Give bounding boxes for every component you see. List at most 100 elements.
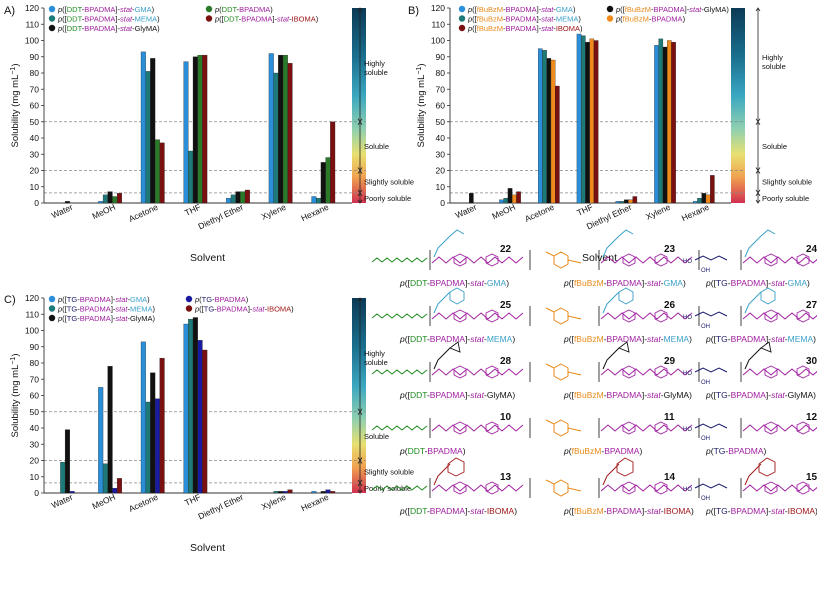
zone-label: soluble: [364, 358, 388, 367]
name-fragment: DDT: [410, 334, 427, 344]
polymer-name: p(TG-BPADMA): [705, 446, 767, 456]
name-fragment: BPADMA: [728, 446, 764, 456]
name-fragment: BPADMA: [430, 278, 466, 288]
bar: [98, 387, 104, 494]
name-fragment: BPADMA: [604, 446, 640, 456]
polymer-name: p([fBuBzM-BPADMA]-stat-GlyMA): [563, 390, 692, 400]
polymer-name: p([fBuBzM-BPADMA]-stat-IBOMA): [563, 506, 694, 516]
polymer-name: p([DDT-BPADMA]-stat-MEMA): [399, 334, 515, 344]
comonomer-sidechain: [744, 347, 762, 370]
bar: [140, 341, 146, 494]
bar: [197, 340, 203, 494]
name-fragment: MEMA: [788, 334, 814, 344]
isobornyl-ring: [447, 457, 465, 477]
name-fragment: -: [725, 446, 728, 456]
legend-marker: [458, 5, 466, 13]
bpadma-backbone: [431, 312, 524, 320]
name-fragment: IBOMA: [788, 506, 816, 516]
aryl-ring: [764, 481, 778, 495]
y-tick-label: 40: [30, 133, 40, 143]
aryl-ring: [485, 421, 499, 435]
name-fragment: fBuBzM: [574, 390, 604, 400]
compound-number: 26: [664, 300, 676, 311]
bar: [60, 461, 66, 494]
name-fragment: MEMA: [487, 334, 513, 344]
name-fragment: DDT: [408, 446, 425, 456]
name-fragment: BPADMA: [430, 334, 466, 344]
aryl-ring: [654, 309, 668, 323]
name-fragment: fBuBzM: [574, 278, 604, 288]
name-fragment: -: [785, 390, 788, 400]
bar: [159, 357, 165, 494]
bpadma-backbone: [600, 424, 693, 432]
bar: [112, 196, 118, 204]
y-tick-label: 110: [25, 19, 39, 29]
compound-number: 24: [806, 244, 817, 255]
epoxide-ring: [618, 341, 630, 353]
name-fragment: ): [689, 390, 692, 400]
zone-arrowhead: [357, 411, 363, 415]
y-tick-label: 50: [30, 407, 40, 417]
benzyl-ring: [553, 479, 569, 497]
x-tick-label: THF: [183, 202, 202, 218]
name-fragment: -: [728, 278, 731, 288]
glyceryl-chain: [760, 229, 776, 237]
bar: [140, 51, 146, 204]
bar: [145, 401, 151, 494]
y-tick-label: 80: [436, 68, 446, 78]
name-fragment: -: [484, 390, 487, 400]
y-tick-label: 10: [436, 182, 446, 192]
x-axis-label: Solvent: [582, 252, 617, 264]
bar: [116, 193, 122, 204]
bar: [188, 318, 194, 494]
zone-label: Poorly soluble: [364, 484, 411, 493]
legend-marker: [185, 295, 193, 303]
bar: [154, 139, 160, 204]
x-tick-label: MeOH: [90, 202, 116, 221]
zone-label: soluble: [762, 62, 786, 71]
bpadma-backbone: [600, 256, 693, 264]
tbutyl-bond: [545, 363, 555, 369]
aryl-ring: [796, 365, 810, 379]
name-fragment: IBOMA: [664, 506, 692, 516]
name-fragment: -: [661, 390, 664, 400]
polymer-structure-29: 29p([fBuBzM-BPADMA]-stat-GlyMA): [545, 341, 700, 400]
bpadma-backbone: [742, 312, 817, 320]
polymer-structure-10: 10 p(DDT-BPADMA): [371, 412, 531, 456]
comonomer-sidechain: [433, 291, 451, 314]
bar: [593, 40, 599, 204]
name-fragment: BPADMA: [430, 390, 466, 400]
bar: [240, 191, 246, 204]
name-fragment: GlyMA: [664, 390, 690, 400]
bar: [102, 463, 108, 494]
name-fragment: ]-: [465, 506, 470, 516]
isobornyl-ring: [616, 457, 634, 477]
aryl-ring: [453, 253, 467, 267]
bpadma-backbone: [742, 484, 817, 492]
alkyl-chain: [371, 257, 428, 263]
bar: [507, 188, 513, 204]
name-fragment: ): [689, 334, 692, 344]
bar: [589, 38, 595, 204]
comonomer-sidechain: [744, 235, 762, 258]
tbutyl-bond: [545, 419, 555, 425]
name-fragment: DDT: [410, 506, 427, 516]
name-fragment: (: [569, 446, 572, 456]
name-fragment: -: [425, 446, 428, 456]
name-fragment: -: [484, 334, 487, 344]
bar: [330, 491, 336, 494]
name-fragment: -: [484, 278, 487, 288]
y-tick-label: 90: [436, 52, 446, 62]
name-fragment: GlyMA: [487, 390, 513, 400]
bar: [311, 196, 317, 204]
compound-number: 14: [664, 472, 676, 483]
zone-arrowhead: [357, 459, 363, 464]
bar: [112, 487, 118, 494]
benzyl-ring: [553, 419, 569, 437]
y-tick-label: 100: [25, 326, 39, 336]
comonomer-sidechain: [744, 463, 762, 486]
y-tick-label: 20: [30, 456, 40, 466]
x-tick-label: Diethyl Ether: [197, 202, 245, 232]
aryl-ring: [654, 421, 668, 435]
